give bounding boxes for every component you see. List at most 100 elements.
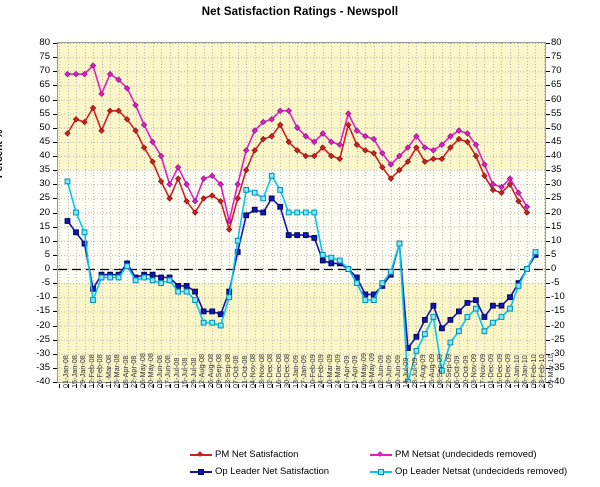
- y-tick-label: -10: [36, 291, 50, 303]
- y-tick-label: 5: [551, 248, 557, 260]
- data-point: [251, 206, 258, 213]
- data-point: [268, 133, 275, 140]
- x-tick-mark: [297, 384, 298, 388]
- x-tick-mark: [518, 384, 519, 388]
- data-point: [328, 260, 335, 267]
- x-tick-mark: [127, 384, 128, 388]
- data-point: [336, 141, 343, 148]
- y-tick-label: -5: [551, 277, 560, 289]
- legend-item-3[interactable]: PM Netsat (undecideds removed): [370, 449, 537, 460]
- data-point: [362, 147, 369, 154]
- y-tick-label: 75: [551, 51, 562, 63]
- y-tick-label: 40: [551, 150, 562, 161]
- data-point: [106, 107, 114, 114]
- y-tick-label: 50: [551, 121, 562, 133]
- data-point: [192, 288, 198, 295]
- data-point: [157, 152, 165, 160]
- data-point: [498, 189, 505, 196]
- data-point: [251, 147, 258, 154]
- x-tick-mark: [442, 384, 443, 388]
- y-tick-mark: [53, 71, 57, 73]
- data-point: [506, 175, 514, 182]
- y-tick-mark: [53, 311, 57, 313]
- data-point: [200, 319, 207, 326]
- data-point: [387, 175, 395, 182]
- y-tick-mark: [53, 283, 57, 285]
- data-point: [217, 322, 224, 329]
- x-tick-mark: [408, 384, 409, 388]
- x-tick-mark: [382, 384, 383, 388]
- legend-item-1[interactable]: PM Net Satisfaction: [190, 449, 298, 460]
- legend-item-4[interactable]: Op Leader Netsat (undecideds removed): [370, 466, 567, 477]
- data-point: [149, 138, 156, 146]
- data-point: [200, 195, 207, 202]
- data-point: [183, 283, 190, 289]
- data-point: [430, 302, 437, 309]
- x-tick-mark: [544, 384, 545, 388]
- data-point: [336, 257, 343, 264]
- data-point: [515, 189, 522, 196]
- x-tick-mark: [306, 384, 307, 388]
- y-tick-label: -5: [41, 277, 50, 289]
- data-point: [379, 164, 386, 171]
- x-tick-mark: [161, 384, 162, 388]
- y-tick-label: 20: [551, 206, 562, 218]
- y-tick-mark: [53, 170, 57, 172]
- data-point: [234, 237, 241, 244]
- data-point: [311, 235, 318, 241]
- x-tick-mark: [527, 384, 528, 388]
- data-point: [319, 130, 326, 137]
- data-point: [73, 209, 79, 216]
- x-tick-mark: [289, 384, 290, 388]
- x-tick-mark: [119, 384, 120, 388]
- x-tick-mark: [391, 384, 392, 388]
- data-point: [481, 172, 488, 179]
- y-axis-label: Percent %: [0, 130, 5, 178]
- x-tick-mark: [510, 384, 511, 388]
- data-point: [328, 138, 335, 146]
- y-tick-mark: [53, 57, 57, 59]
- y-tick-label: -30: [551, 347, 565, 359]
- y-tick-label: -30: [36, 347, 50, 359]
- data-point: [277, 107, 284, 114]
- y-tick-label: -35: [36, 361, 50, 373]
- data-point: [81, 70, 88, 78]
- y-tick-mark: [53, 156, 57, 157]
- data-point: [166, 195, 173, 202]
- data-point: [447, 317, 454, 323]
- data-point: [413, 144, 420, 151]
- data-point: [285, 107, 292, 114]
- data-point: [311, 138, 318, 146]
- y-tick-mark: [546, 269, 550, 270]
- data-point: [481, 328, 488, 335]
- x-tick-label: 11-Aug-09: [418, 354, 427, 388]
- y-tick-mark: [546, 367, 550, 369]
- data-point: [447, 144, 454, 151]
- x-tick-label: 22-Sep-09: [444, 353, 453, 388]
- data-point: [149, 277, 156, 284]
- y-tick-label: 15: [39, 220, 50, 232]
- y-tick-mark: [546, 226, 550, 228]
- data-point: [379, 280, 386, 286]
- data-point: [515, 283, 522, 289]
- x-tick-mark: [314, 384, 315, 388]
- x-tick-mark: [493, 384, 494, 388]
- data-point: [242, 166, 250, 174]
- data-point: [64, 130, 71, 137]
- y-tick-mark: [546, 325, 550, 327]
- x-tick-label: 26-Feb-08: [95, 354, 104, 388]
- x-tick-mark: [246, 384, 247, 388]
- data-point: [89, 62, 97, 69]
- y-tick-label: -35: [551, 361, 565, 373]
- data-point: [422, 331, 428, 337]
- data-point: [413, 348, 420, 354]
- data-point: [328, 254, 335, 261]
- data-point: [243, 187, 250, 193]
- data-point: [251, 189, 258, 196]
- y-tick-label: 35: [39, 164, 50, 176]
- data-point: [473, 305, 479, 312]
- data-point: [124, 263, 130, 270]
- data-point: [208, 192, 216, 199]
- y-tick-mark: [546, 57, 550, 59]
- legend-item-2[interactable]: Op Leader Net Satisfaction: [190, 466, 329, 477]
